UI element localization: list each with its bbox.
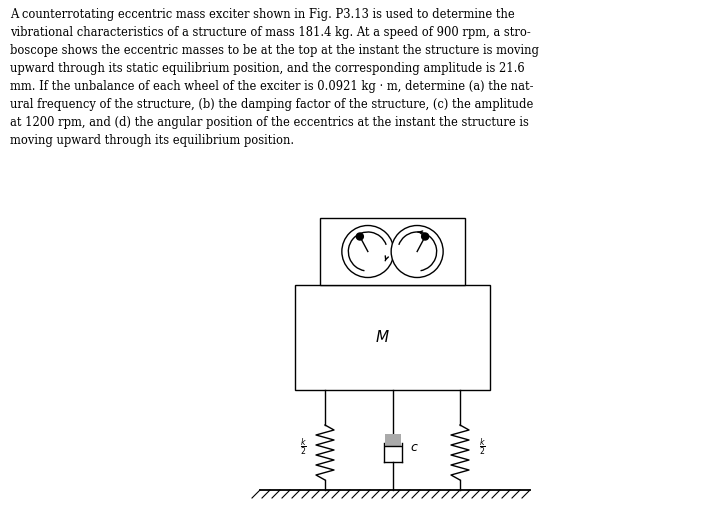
Text: $M$: $M$ [375, 329, 390, 345]
Circle shape [342, 226, 394, 278]
Bar [295, 285, 490, 390]
Text: $\frac{k}{2}$: $\frac{k}{2}$ [300, 437, 307, 458]
Text: A counterrotating eccentric mass exciter shown in Fig. P3.13 is used to determin: A counterrotating eccentric mass exciter… [10, 8, 539, 147]
Text: $\frac{k}{2}$: $\frac{k}{2}$ [479, 437, 485, 458]
Circle shape [356, 233, 364, 240]
Circle shape [422, 233, 428, 240]
Text: $c$: $c$ [410, 441, 418, 454]
Bar [320, 218, 465, 285]
Bar [384, 433, 400, 446]
Circle shape [391, 226, 443, 278]
